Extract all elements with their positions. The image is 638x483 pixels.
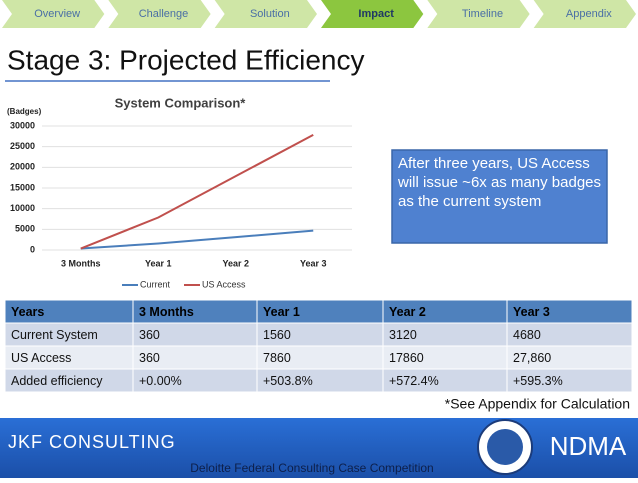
table-header-text: Year 2 [389,305,426,319]
nav-label: Impact [358,8,394,20]
nav-tab[interactable] [533,0,636,28]
y-tick-label: 30000 [10,120,35,130]
data-table: Years 3 Months Year 1 Year 2 Year 3 Current S… [4,299,633,393]
table-cell-text: +595.3% [513,374,563,388]
table-cell-text: 7860 [263,351,291,365]
table-cell-text: Current System [11,328,98,342]
y-tick-label: 25000 [10,141,35,151]
slide-title: Stage 3: Projected Efficiency [7,44,364,75]
table-header-text: Year 1 [263,305,300,319]
table-header-text: Years [11,305,44,319]
table-cell-text: +0.00% [139,374,182,388]
callout-box [391,149,608,244]
table-cell-text: 360 [139,328,160,342]
table-cell-text: US Access [11,351,71,365]
table-cell-text: 1560 [263,328,291,342]
nav-tab[interactable] [427,0,530,28]
y-tick-label: 10000 [10,203,35,213]
table-cell [506,368,633,393]
x-tick-label: Year 3 [300,258,327,268]
table-cell-text: 3120 [389,328,417,342]
chart: 0 5000 10000 15000 20000 25000 30000 3 Months Ye… [10,120,352,289]
legend-label: Current [140,279,171,289]
table-cell-text: 4680 [513,328,541,342]
nav-tab[interactable] [2,0,105,28]
nav-bar: Overview Challenge Solution Impact Timeline A… [2,0,636,28]
callout-text: After three years, US Access will issue … [398,155,602,210]
nav-label: Appendix [566,8,612,20]
x-tick-label: Year 1 [145,258,172,268]
nav-tab[interactable] [108,0,211,28]
nav-label: Solution [250,8,290,20]
callout-container: After three years, US Access will issue … [398,155,602,210]
chart-title: System Comparison* [115,95,247,110]
y-tick-label: 5000 [15,224,35,234]
nav-tab[interactable] [321,0,424,28]
x-tick-label: Year 2 [222,258,249,268]
nav-tab[interactable] [214,0,317,28]
legend-label: US Access [202,279,246,289]
x-tick-label: 3 Months [61,258,101,268]
table-header-text: 3 Months [139,305,194,319]
y-tick-label: 20000 [10,162,35,172]
table-cell-text: 17860 [389,351,424,365]
event-name: Deloitte Federal Consulting Case Competi… [190,461,433,475]
seal-inner [487,429,523,465]
nav-label: Challenge [139,8,189,20]
footnote: *See Appendix for Calculation [445,396,630,412]
series-line [80,133,314,250]
company-name: JKF CONSULTING [8,432,176,452]
table-header-text: Year 3 [513,305,550,319]
series-line [80,229,314,250]
y-axis-label: (Badges) [7,107,42,116]
y-tick-label: 15000 [10,182,35,192]
table-cell-text: 27,860 [513,351,551,365]
logo-text: NDMA [550,431,627,461]
nav-label: Timeline [462,8,503,20]
table-cell-text: Added efficiency [11,374,103,388]
table-cell-text: +503.8% [263,374,313,388]
table-cell-text: 360 [139,351,160,365]
nav-label: Overview [34,8,80,20]
y-tick-label: 0 [30,244,35,254]
table-cell-text: +572.4% [389,374,439,388]
